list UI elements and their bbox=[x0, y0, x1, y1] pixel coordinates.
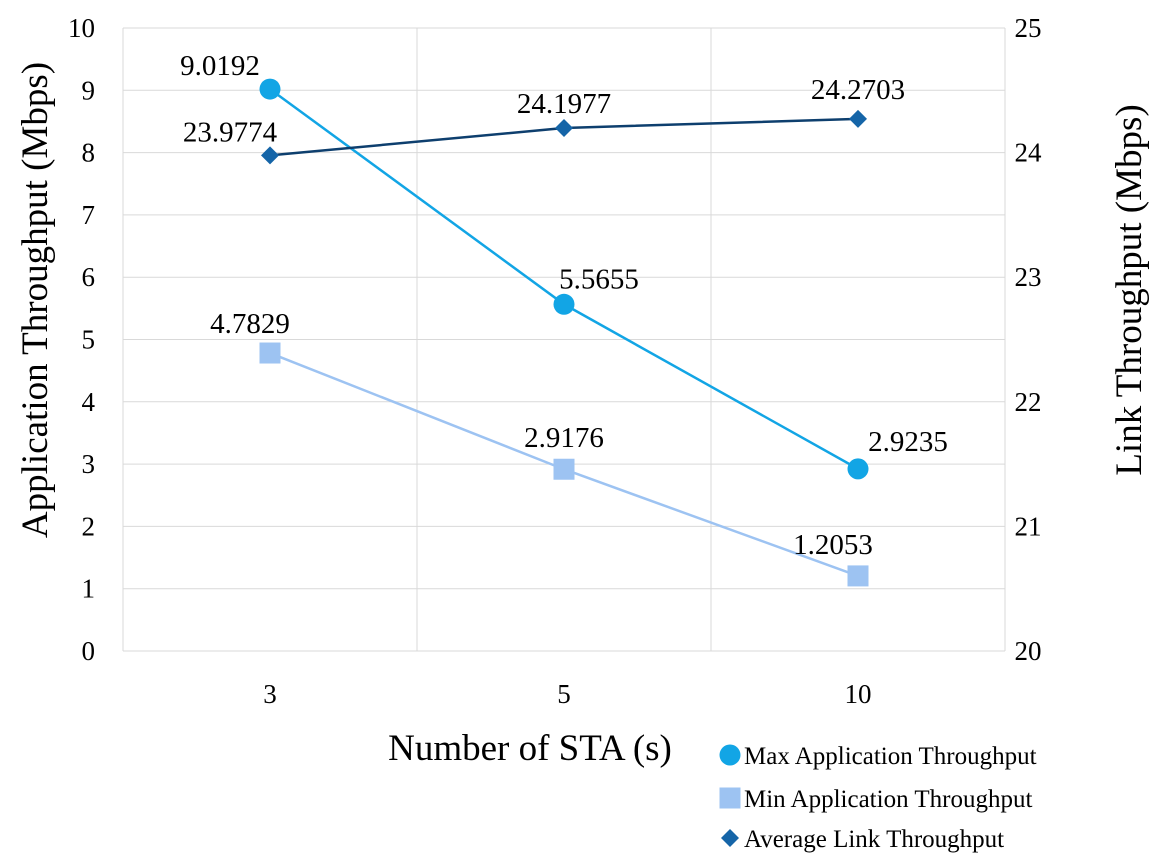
data-point bbox=[553, 458, 575, 480]
right-y-axis-title: Link Throughput (Mbps) bbox=[1109, 104, 1150, 475]
left-y-tick-label: 4 bbox=[82, 387, 96, 417]
data-label: 5.5655 bbox=[559, 263, 639, 295]
data-labels: 9.0192 5.5655 2.9235 4.7829 2.9176 1.2053 23.9… bbox=[180, 50, 948, 561]
gridlines bbox=[122, 27, 1006, 652]
right-y-tick-label: 23 bbox=[1015, 262, 1042, 292]
data-point bbox=[259, 78, 281, 100]
left-y-axis-ticks: 0 1 2 3 4 5 6 7 8 9 10 bbox=[68, 13, 96, 666]
x-tick-label: 3 bbox=[263, 679, 277, 709]
data-point bbox=[261, 146, 279, 165]
data-point bbox=[555, 118, 573, 137]
data-label: 2.9176 bbox=[524, 422, 604, 454]
data-label: 2.9235 bbox=[868, 426, 948, 458]
left-y-tick-label: 1 bbox=[82, 574, 96, 604]
left-y-tick-label: 7 bbox=[82, 200, 96, 230]
right-y-tick-label: 20 bbox=[1015, 636, 1042, 666]
series bbox=[259, 78, 869, 587]
left-y-tick-label: 9 bbox=[82, 75, 96, 105]
left-y-tick-label: 3 bbox=[82, 449, 96, 479]
data-point bbox=[259, 342, 281, 364]
left-y-tick-label: 8 bbox=[82, 138, 96, 168]
x-axis-ticks: 3 5 10 bbox=[263, 679, 871, 709]
right-y-tick-label: 25 bbox=[1015, 13, 1042, 43]
data-label: 24.2703 bbox=[811, 74, 905, 106]
legend-marker bbox=[719, 787, 741, 809]
right-y-tick-label: 21 bbox=[1015, 511, 1042, 541]
legend-label: Max Application Throughput bbox=[744, 743, 1037, 770]
data-label: 24.1977 bbox=[517, 88, 611, 120]
x-tick-label: 5 bbox=[557, 679, 571, 709]
x-axis-title: Number of STA (s) bbox=[388, 728, 672, 769]
legend-label: Average Link Throughput bbox=[744, 826, 1004, 853]
right-y-tick-label: 24 bbox=[1015, 138, 1043, 168]
data-label: 23.9774 bbox=[183, 116, 278, 148]
data-point bbox=[847, 458, 869, 480]
right-y-tick-label: 22 bbox=[1015, 387, 1042, 417]
legend-marker bbox=[721, 829, 739, 847]
data-label: 4.7829 bbox=[210, 308, 290, 340]
left-y-tick-label: 10 bbox=[68, 13, 95, 43]
right-y-axis-ticks: 20 21 22 23 24 25 bbox=[1015, 13, 1043, 666]
data-label: 9.0192 bbox=[180, 50, 260, 82]
left-y-tick-label: 0 bbox=[82, 636, 96, 666]
left-y-tick-label: 6 bbox=[82, 262, 96, 292]
x-tick-label: 10 bbox=[845, 679, 872, 709]
data-point bbox=[847, 565, 869, 587]
data-label: 1.2053 bbox=[793, 529, 873, 561]
left-y-axis-title: Application Throughput (Mbps) bbox=[15, 62, 56, 538]
legend-marker bbox=[719, 744, 741, 766]
data-point bbox=[553, 293, 575, 315]
left-y-tick-label: 2 bbox=[82, 511, 96, 541]
data-point bbox=[849, 109, 867, 128]
legend: Max Application Throughput Min Applicatio… bbox=[719, 743, 1037, 853]
legend-label: Min Application Throughput bbox=[744, 786, 1032, 813]
left-y-tick-label: 5 bbox=[82, 325, 96, 355]
